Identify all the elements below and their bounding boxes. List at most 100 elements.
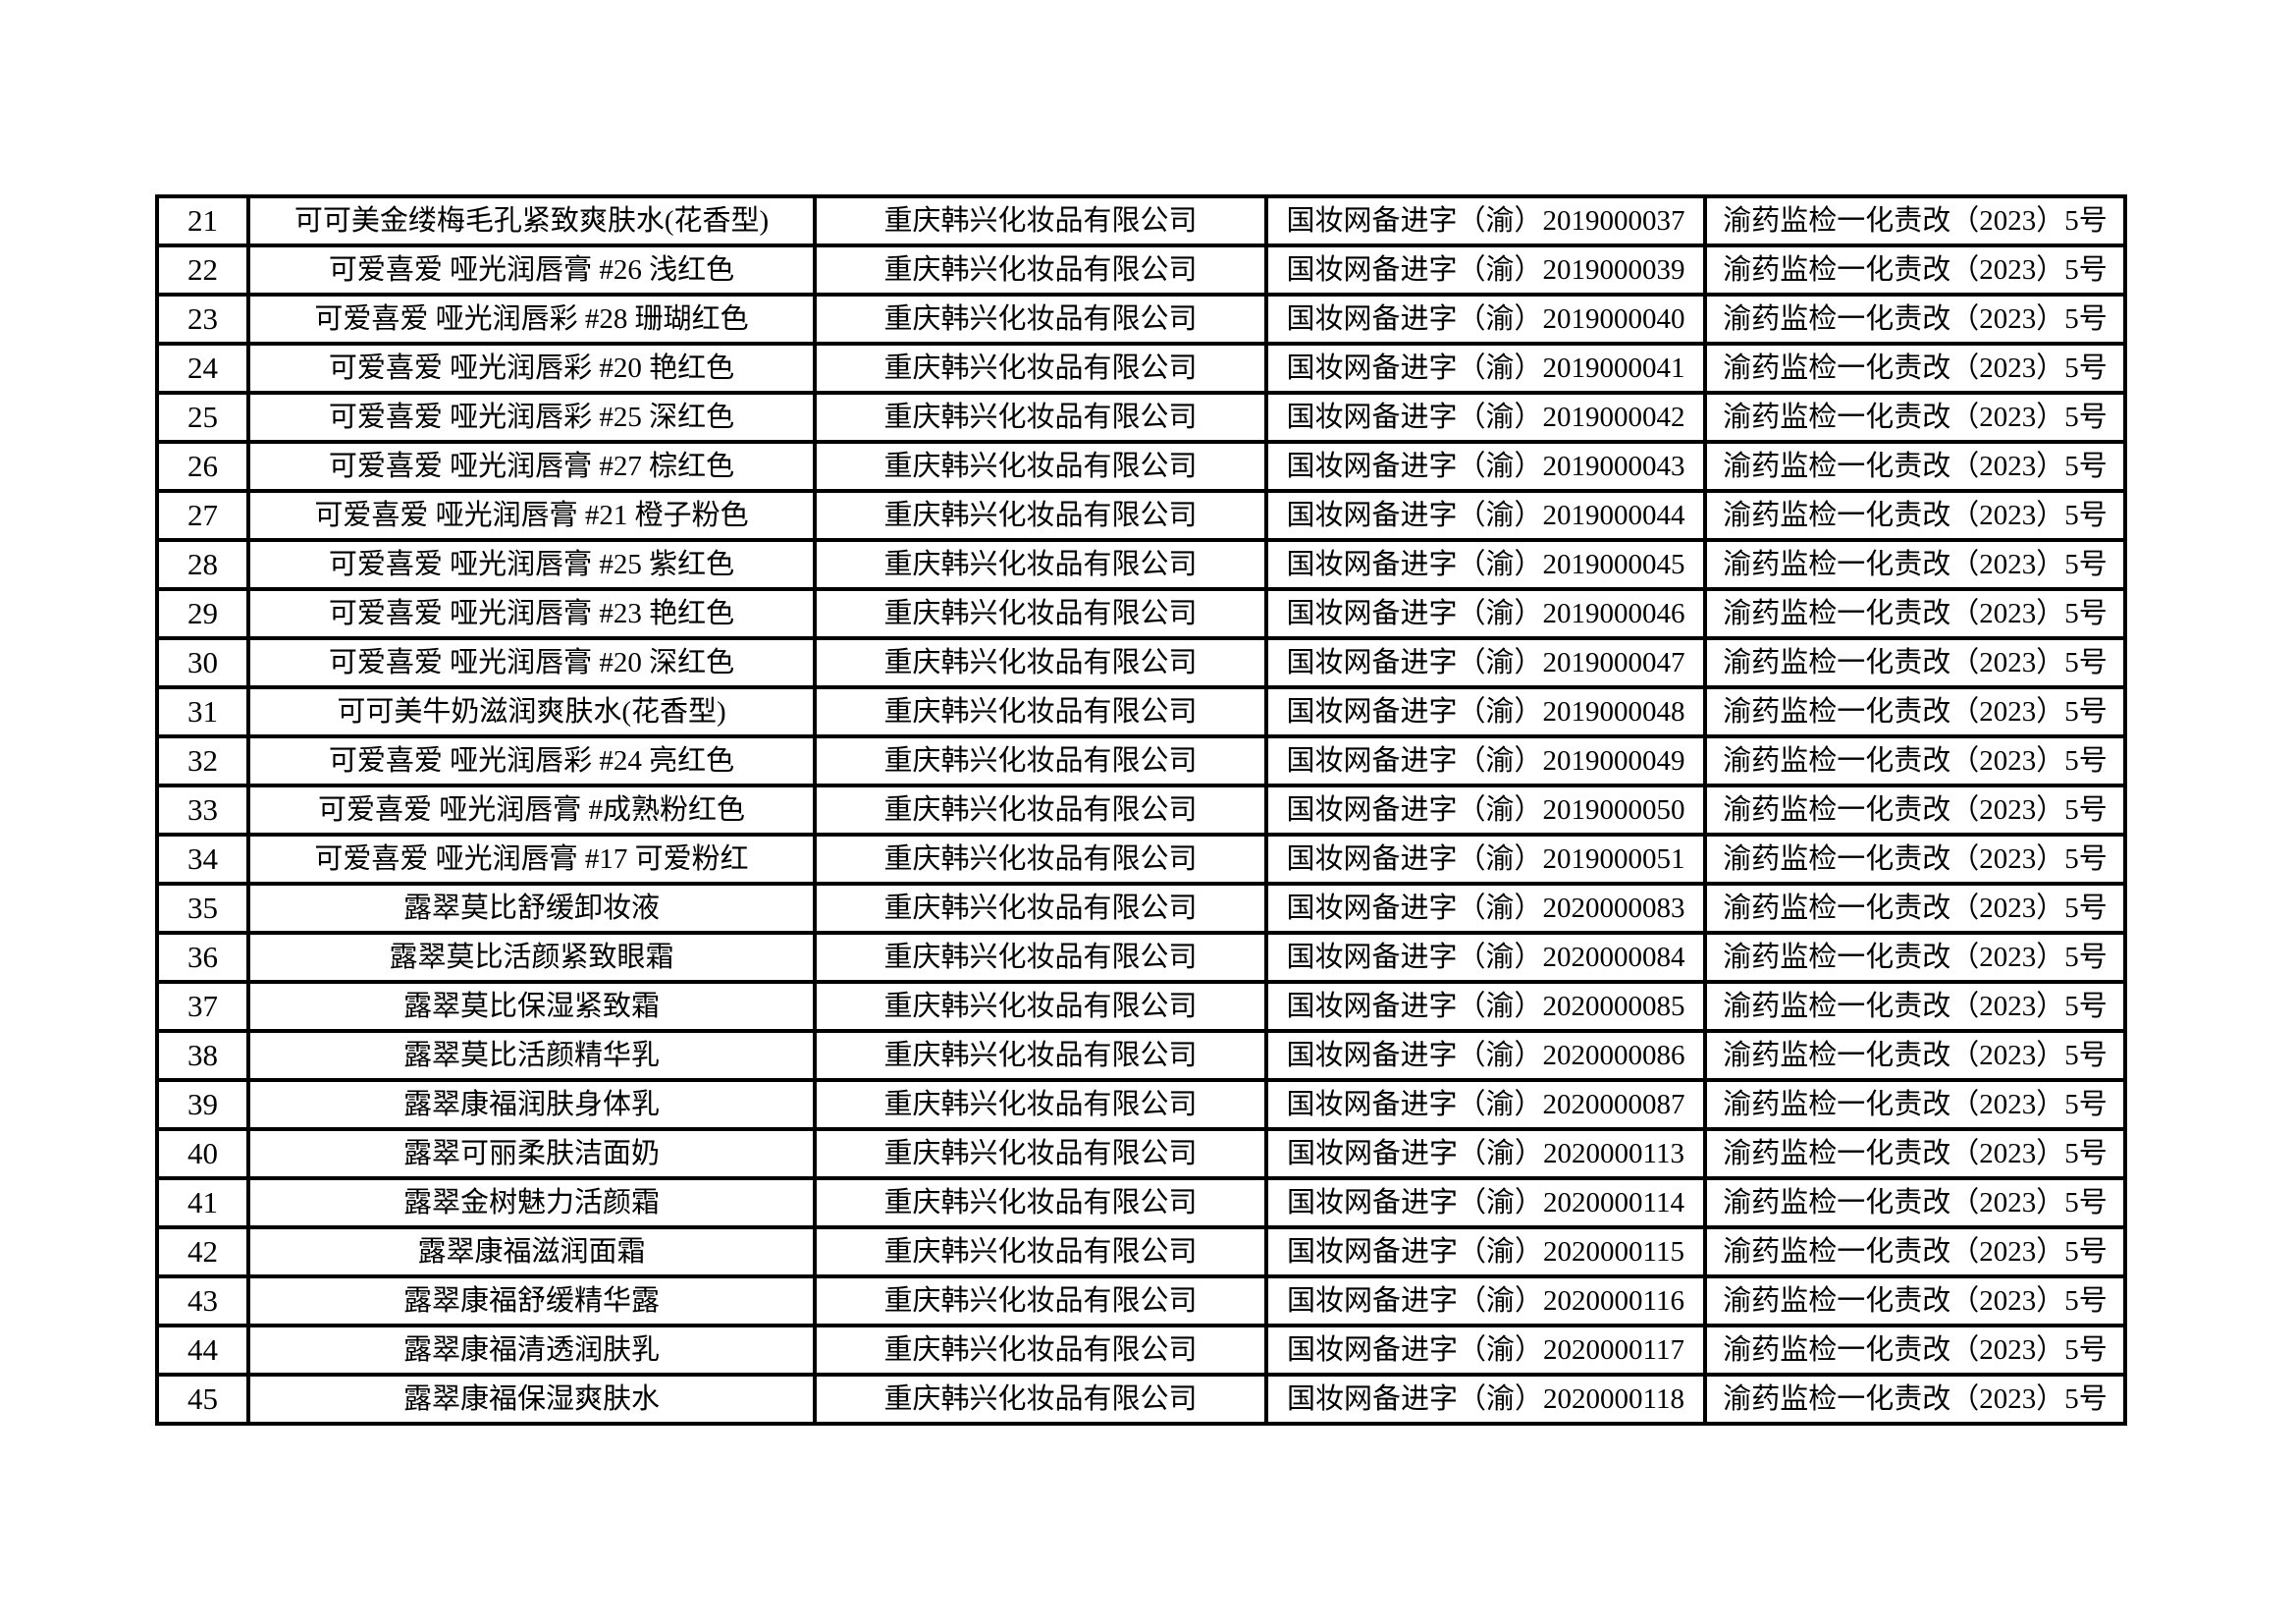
- registration-number-cell: 国妆网备进字（渝）2020000113: [1264, 1127, 1707, 1180]
- registration-number-cell: 国妆网备进字（渝）2020000114: [1264, 1176, 1707, 1229]
- registration-number-cell: 国妆网备进字（渝）2019000043: [1264, 440, 1707, 493]
- product-name-cell: 露翠康福清透润肤乳: [246, 1324, 817, 1377]
- product-name-cell: 可爱喜爱 哑光润唇彩 #25 深红色: [246, 391, 817, 444]
- product-name-cell: 可可美牛奶滋润爽肤水(花香型): [246, 685, 817, 738]
- document-number-cell: 渝药监检一化责改（2023）5号: [1703, 440, 2127, 493]
- document-number-cell: 渝药监检一化责改（2023）5号: [1703, 1324, 2127, 1377]
- document-number-cell: 渝药监检一化责改（2023）5号: [1703, 194, 2127, 247]
- table-row: 31 可可美牛奶滋润爽肤水(花香型) 重庆韩兴化妆品有限公司 国妆网备进字（渝）…: [155, 685, 2127, 738]
- company-cell: 重庆韩兴化妆品有限公司: [813, 1225, 1268, 1278]
- company-cell: 重庆韩兴化妆品有限公司: [813, 1127, 1268, 1180]
- company-cell: 重庆韩兴化妆品有限公司: [813, 931, 1268, 984]
- product-name-cell: 可爱喜爱 哑光润唇膏 #26 浅红色: [246, 244, 817, 297]
- company-cell: 重庆韩兴化妆品有限公司: [813, 1176, 1268, 1229]
- product-name-cell: 露翠康福保湿爽肤水: [246, 1373, 817, 1426]
- document-number-cell: 渝药监检一化责改（2023）5号: [1703, 342, 2127, 395]
- table-row: 26 可爱喜爱 哑光润唇膏 #27 棕红色 重庆韩兴化妆品有限公司 国妆网备进字…: [155, 440, 2127, 493]
- row-index-cell: 41: [155, 1176, 250, 1229]
- company-cell: 重庆韩兴化妆品有限公司: [813, 734, 1268, 787]
- product-name-cell: 可爱喜爱 哑光润唇膏 #成熟粉红色: [246, 784, 817, 837]
- document-number-cell: 渝药监检一化责改（2023）5号: [1703, 244, 2127, 297]
- registration-number-cell: 国妆网备进字（渝）2019000044: [1264, 489, 1707, 542]
- company-cell: 重庆韩兴化妆品有限公司: [813, 244, 1268, 297]
- row-index-cell: 21: [155, 194, 250, 247]
- table-row: 45 露翠康福保湿爽肤水 重庆韩兴化妆品有限公司 国妆网备进字（渝）202000…: [155, 1373, 2127, 1426]
- company-cell: 重庆韩兴化妆品有限公司: [813, 538, 1268, 591]
- table-row: 42 露翠康福滋润面霜 重庆韩兴化妆品有限公司 国妆网备进字（渝）2020000…: [155, 1225, 2127, 1278]
- table-row: 44 露翠康福清透润肤乳 重庆韩兴化妆品有限公司 国妆网备进字（渝）202000…: [155, 1324, 2127, 1377]
- table-row: 37 露翠莫比保湿紧致霜 重庆韩兴化妆品有限公司 国妆网备进字（渝）202000…: [155, 980, 2127, 1033]
- table-row: 43 露翠康福舒缓精华露 重庆韩兴化妆品有限公司 国妆网备进字（渝）202000…: [155, 1274, 2127, 1327]
- table-body: 21 可可美金缕梅毛孔紧致爽肤水(花香型) 重庆韩兴化妆品有限公司 国妆网备进字…: [155, 194, 2127, 1426]
- document-number-cell: 渝药监检一化责改（2023）5号: [1703, 1176, 2127, 1229]
- document-number-cell: 渝药监检一化责改（2023）5号: [1703, 734, 2127, 787]
- document-number-cell: 渝药监检一化责改（2023）5号: [1703, 391, 2127, 444]
- document-number-cell: 渝药监检一化责改（2023）5号: [1703, 636, 2127, 689]
- table-row: 22 可爱喜爱 哑光润唇膏 #26 浅红色 重庆韩兴化妆品有限公司 国妆网备进字…: [155, 244, 2127, 297]
- company-cell: 重庆韩兴化妆品有限公司: [813, 1373, 1268, 1426]
- company-cell: 重庆韩兴化妆品有限公司: [813, 489, 1268, 542]
- product-name-cell: 可爱喜爱 哑光润唇膏 #25 紫红色: [246, 538, 817, 591]
- registration-table: 21 可可美金缕梅毛孔紧致爽肤水(花香型) 重庆韩兴化妆品有限公司 国妆网备进字…: [155, 194, 2127, 1426]
- document-number-cell: 渝药监检一化责改（2023）5号: [1703, 833, 2127, 886]
- registration-number-cell: 国妆网备进字（渝）2020000117: [1264, 1324, 1707, 1377]
- company-cell: 重庆韩兴化妆品有限公司: [813, 1324, 1268, 1377]
- document-number-cell: 渝药监检一化责改（2023）5号: [1703, 784, 2127, 837]
- product-name-cell: 露翠康福舒缓精华露: [246, 1274, 817, 1327]
- table-row: 27 可爱喜爱 哑光润唇膏 #21 橙子粉色 重庆韩兴化妆品有限公司 国妆网备进…: [155, 489, 2127, 542]
- document-number-cell: 渝药监检一化责改（2023）5号: [1703, 293, 2127, 346]
- table-row: 28 可爱喜爱 哑光润唇膏 #25 紫红色 重庆韩兴化妆品有限公司 国妆网备进字…: [155, 538, 2127, 591]
- registration-number-cell: 国妆网备进字（渝）2020000083: [1264, 882, 1707, 935]
- row-index-cell: 44: [155, 1324, 250, 1377]
- registration-number-cell: 国妆网备进字（渝）2020000118: [1264, 1373, 1707, 1426]
- product-name-cell: 可爱喜爱 哑光润唇膏 #17 可爱粉红: [246, 833, 817, 886]
- product-name-cell: 露翠莫比舒缓卸妆液: [246, 882, 817, 935]
- company-cell: 重庆韩兴化妆品有限公司: [813, 833, 1268, 886]
- row-index-cell: 23: [155, 293, 250, 346]
- document-number-cell: 渝药监检一化责改（2023）5号: [1703, 538, 2127, 591]
- row-index-cell: 32: [155, 734, 250, 787]
- product-name-cell: 露翠莫比保湿紧致霜: [246, 980, 817, 1033]
- row-index-cell: 26: [155, 440, 250, 493]
- row-index-cell: 42: [155, 1225, 250, 1278]
- product-name-cell: 可爱喜爱 哑光润唇彩 #20 艳红色: [246, 342, 817, 395]
- table-row: 38 露翠莫比活颜精华乳 重庆韩兴化妆品有限公司 国妆网备进字（渝）202000…: [155, 1029, 2127, 1082]
- registration-number-cell: 国妆网备进字（渝）2020000084: [1264, 931, 1707, 984]
- registration-number-cell: 国妆网备进字（渝）2019000050: [1264, 784, 1707, 837]
- row-index-cell: 25: [155, 391, 250, 444]
- table-row: 40 露翠可丽柔肤洁面奶 重庆韩兴化妆品有限公司 国妆网备进字（渝）202000…: [155, 1127, 2127, 1180]
- row-index-cell: 43: [155, 1274, 250, 1327]
- row-index-cell: 39: [155, 1078, 250, 1131]
- company-cell: 重庆韩兴化妆品有限公司: [813, 1274, 1268, 1327]
- product-name-cell: 可爱喜爱 哑光润唇彩 #24 亮红色: [246, 734, 817, 787]
- registration-number-cell: 国妆网备进字（渝）2020000085: [1264, 980, 1707, 1033]
- registration-number-cell: 国妆网备进字（渝）2020000116: [1264, 1274, 1707, 1327]
- row-index-cell: 34: [155, 833, 250, 886]
- registration-number-cell: 国妆网备进字（渝）2019000046: [1264, 587, 1707, 640]
- product-name-cell: 露翠可丽柔肤洁面奶: [246, 1127, 817, 1180]
- product-name-cell: 露翠莫比活颜精华乳: [246, 1029, 817, 1082]
- row-index-cell: 33: [155, 784, 250, 837]
- registration-number-cell: 国妆网备进字（渝）2019000042: [1264, 391, 1707, 444]
- product-name-cell: 露翠金树魅力活颜霜: [246, 1176, 817, 1229]
- company-cell: 重庆韩兴化妆品有限公司: [813, 784, 1268, 837]
- registration-number-cell: 国妆网备进字（渝）2020000115: [1264, 1225, 1707, 1278]
- row-index-cell: 24: [155, 342, 250, 395]
- row-index-cell: 36: [155, 931, 250, 984]
- product-name-cell: 可爱喜爱 哑光润唇彩 #28 珊瑚红色: [246, 293, 817, 346]
- document-number-cell: 渝药监检一化责改（2023）5号: [1703, 1127, 2127, 1180]
- registration-number-cell: 国妆网备进字（渝）2019000045: [1264, 538, 1707, 591]
- company-cell: 重庆韩兴化妆品有限公司: [813, 293, 1268, 346]
- document-number-cell: 渝药监检一化责改（2023）5号: [1703, 1225, 2127, 1278]
- table-row: 35 露翠莫比舒缓卸妆液 重庆韩兴化妆品有限公司 国妆网备进字（渝）202000…: [155, 882, 2127, 935]
- product-name-cell: 可爱喜爱 哑光润唇膏 #27 棕红色: [246, 440, 817, 493]
- registration-number-cell: 国妆网备进字（渝）2019000039: [1264, 244, 1707, 297]
- company-cell: 重庆韩兴化妆品有限公司: [813, 342, 1268, 395]
- company-cell: 重庆韩兴化妆品有限公司: [813, 685, 1268, 738]
- product-name-cell: 可爱喜爱 哑光润唇膏 #21 橙子粉色: [246, 489, 817, 542]
- company-cell: 重庆韩兴化妆品有限公司: [813, 1029, 1268, 1082]
- registration-number-cell: 国妆网备进字（渝）2019000048: [1264, 685, 1707, 738]
- row-index-cell: 40: [155, 1127, 250, 1180]
- registration-number-cell: 国妆网备进字（渝）2019000047: [1264, 636, 1707, 689]
- document-number-cell: 渝药监检一化责改（2023）5号: [1703, 1373, 2127, 1426]
